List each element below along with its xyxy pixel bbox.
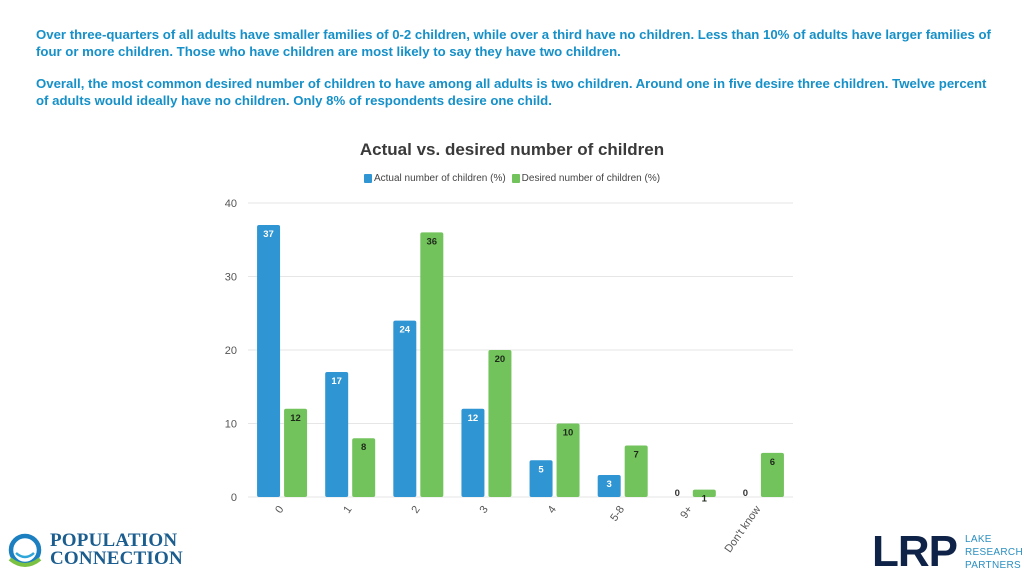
data-label: 0 <box>743 488 748 499</box>
logo-left-line1: POPULATION <box>50 530 178 551</box>
population-connection-logo: POPULATION CONNECTION <box>6 530 183 570</box>
intro-paragraph-1: Over three-quarters of all adults have s… <box>36 27 991 59</box>
legend-label-actual: Actual number of children (%) <box>373 173 506 184</box>
logo-right-line2: RESEARCH <box>965 546 1023 558</box>
y-tick-label: 20 <box>225 345 237 357</box>
chart-title: Actual vs. desired number of children <box>359 140 665 159</box>
data-label: 17 <box>331 376 342 387</box>
data-label: 10 <box>563 428 574 439</box>
logo-right-line1: LAKE <box>965 533 992 545</box>
x-tick-label: 9+ <box>678 504 695 521</box>
x-tick-label: 3 <box>478 504 491 516</box>
y-tick-label: 40 <box>225 198 237 210</box>
x-tick-label: 1 <box>341 504 354 516</box>
data-label: 3 <box>607 479 612 490</box>
data-label: 12 <box>290 413 301 424</box>
legend-swatch-actual <box>363 174 372 183</box>
legend-item-desired: Desired number of children (%) <box>511 173 661 184</box>
legend-item-actual: Actual number of children (%) <box>363 173 506 184</box>
bar-desired-3 <box>488 350 512 497</box>
logo-lrp-mark: LRP <box>872 527 958 576</box>
data-label: 20 <box>495 354 506 365</box>
bar-desired-6 <box>692 489 716 497</box>
data-label: 5 <box>538 464 544 475</box>
population-connection-emblem-icon <box>8 533 42 567</box>
chart-legend: Actual number of children (%) Desired nu… <box>0 173 1024 184</box>
x-tick-label: Don't know <box>723 504 764 555</box>
bar-actual-1 <box>325 372 349 497</box>
data-label: 0 <box>675 488 680 499</box>
x-tick-label: 0 <box>273 504 286 516</box>
bar-desired-4 <box>556 423 580 497</box>
bar-desired-2 <box>420 232 444 497</box>
data-label: 24 <box>400 325 411 336</box>
y-tick-label: 30 <box>225 272 237 284</box>
logo-left-line2: CONNECTION <box>50 548 183 569</box>
bar-desired-5 <box>624 445 648 497</box>
data-label: 6 <box>770 457 775 468</box>
bar-desired-7 <box>760 452 784 497</box>
bar-actual-5 <box>597 474 621 497</box>
data-label: 1 <box>702 494 708 505</box>
x-tick-label: 5-8 <box>608 504 627 524</box>
intro-paragraph-2: Overall, the most common desired number … <box>36 76 987 108</box>
bar-desired-0 <box>284 408 308 497</box>
y-tick-label: 10 <box>225 419 237 431</box>
bar-desired-1 <box>352 438 376 497</box>
logo-right-line3: PARTNERS <box>965 559 1021 571</box>
bar-actual-3 <box>461 408 485 497</box>
y-tick-label: 0 <box>231 492 237 504</box>
lake-research-partners-logo: LRP LAKE RESEARCH PARTNERS <box>872 527 1023 576</box>
bar-actual-0 <box>257 225 281 498</box>
data-label: 37 <box>263 229 274 240</box>
data-label: 12 <box>468 413 479 424</box>
x-tick-label: 2 <box>409 504 422 516</box>
data-label: 36 <box>427 236 438 247</box>
bar-actual-4 <box>529 460 553 497</box>
legend-swatch-desired <box>511 174 520 183</box>
data-label: 8 <box>361 442 366 453</box>
legend-label-desired: Desired number of children (%) <box>521 173 661 184</box>
data-label: 7 <box>634 450 639 461</box>
x-tick-label: 4 <box>546 504 559 516</box>
intro-text: Over three-quarters of all adults have s… <box>36 27 991 125</box>
bar-actual-2 <box>393 320 417 497</box>
